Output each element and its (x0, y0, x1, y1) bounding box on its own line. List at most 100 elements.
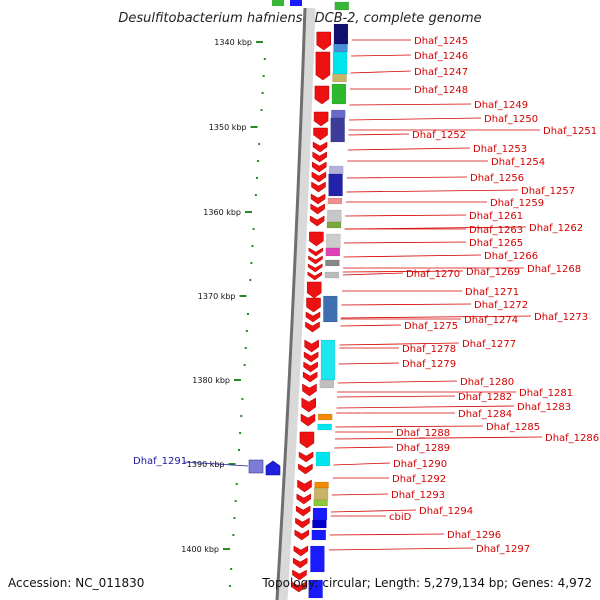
gene-box (334, 1, 350, 11)
gene-arrow (314, 85, 330, 105)
scale-dot (240, 415, 243, 417)
label-leader (349, 103, 472, 106)
gene-box (310, 545, 325, 573)
gene-box (332, 73, 347, 83)
gene-arrow (298, 451, 314, 463)
gene-label: Dhaf_1289 (396, 443, 450, 454)
gene-label: Dhaf_1275 (404, 321, 458, 332)
gene-arrow (305, 321, 320, 333)
label-leader (340, 324, 402, 327)
gene-label: Dhaf_1290 (393, 459, 447, 470)
scale-dot (232, 534, 235, 536)
gene-label: Dhaf_1286 (545, 433, 599, 444)
gene-box (290, 0, 302, 6)
gene-arrow (312, 141, 328, 153)
gene-box (333, 23, 349, 45)
gene-box (272, 0, 284, 6)
label-leader (351, 54, 412, 57)
gene-label: Dhaf_1248 (414, 85, 468, 96)
label-leader (328, 547, 474, 551)
label-leader (338, 362, 400, 365)
gene-box (312, 519, 327, 529)
gene-label: Dhaf_1249 (474, 100, 528, 111)
gene-label: Dhaf_1270 (406, 269, 460, 280)
label-leader (337, 380, 458, 384)
gene-label: Dhaf_1268 (527, 264, 581, 275)
gene-label: Dhaf_1293 (391, 490, 445, 501)
gene-arrow (296, 493, 312, 505)
gene-label: Dhaf_1269 (466, 267, 520, 278)
scale-label: 1350 kbp (209, 123, 247, 132)
gene-label: Dhaf_1272 (474, 300, 528, 311)
scale-label: 1340 kbp (214, 38, 252, 47)
scale-label: 1360 kbp (203, 208, 241, 217)
label-leader (335, 425, 484, 428)
gene-label: Dhaf_1252 (412, 130, 466, 141)
gene-label: Dhaf_1282 (458, 392, 512, 403)
gene-arrow (309, 215, 325, 227)
label-leader (347, 147, 471, 151)
genome-backbone (275, 7, 316, 600)
gene-label: Dhaf_1296 (447, 530, 501, 541)
label-leader (341, 303, 472, 306)
gene-arrow (313, 111, 329, 127)
gene-arrow (295, 505, 311, 517)
gene-arrow (298, 463, 313, 475)
gene-label: Dhaf_1280 (460, 377, 514, 388)
gene-label: Dhaf_1261 (469, 211, 523, 222)
gene-label: Dhaf_1257 (521, 186, 575, 197)
gene-label: Dhaf_1266 (484, 251, 538, 262)
gene-label: Dhaf_1288 (396, 428, 450, 439)
gene-arrow (291, 581, 307, 593)
gene-box (326, 221, 342, 229)
gene-box (325, 247, 341, 257)
gene-arrow (295, 517, 310, 529)
outer-gene-arrow (265, 460, 281, 476)
outer-gene-label: Dhaf_1291 (133, 456, 187, 467)
gene-arrow (302, 383, 317, 397)
scale-dot (257, 160, 260, 162)
scale-dot (250, 262, 253, 264)
gene-label: cbiD (389, 512, 412, 523)
gene-box (315, 451, 331, 467)
label-leader (329, 533, 445, 536)
gene-arrow (306, 281, 322, 299)
gene-label: Dhaf_1247 (414, 67, 468, 78)
gene-box (313, 499, 328, 507)
scale-dot (241, 398, 244, 400)
gene-label: Dhaf_1285 (486, 422, 540, 433)
scale-dot (251, 245, 254, 247)
gene-arrow (294, 529, 310, 541)
gene-box (328, 173, 343, 197)
outer-gene-box (248, 459, 264, 474)
gene-box (320, 339, 336, 381)
gene-label: Dhaf_1294 (419, 506, 473, 517)
label-leader (348, 133, 410, 136)
gene-box (311, 529, 327, 541)
gene-labels: Dhaf_1245 Dhaf_1246 Dhaf_1247 Dhaf_1248 Dhaf… (389, 36, 599, 555)
gene-label: Dhaf_1262 (529, 223, 583, 234)
gene-arrow (303, 361, 318, 373)
label-leader (343, 254, 482, 258)
label-leader (346, 189, 519, 193)
label-leader (345, 214, 467, 217)
gene-arrow (306, 297, 321, 313)
label-leader (336, 395, 456, 398)
scale-dot (245, 330, 248, 332)
label-leader (330, 509, 417, 513)
gene-features (272, 0, 350, 599)
gene-box (317, 413, 333, 421)
label-leader (333, 462, 391, 466)
scale-dot (255, 177, 258, 179)
scale-dot (258, 143, 261, 145)
gene-arrow (311, 171, 327, 183)
gene-label: Dhaf_1271 (465, 287, 519, 298)
gene-box (327, 197, 343, 205)
gene-arrow (310, 193, 326, 205)
gene-label: Dhaf_1263 (469, 225, 523, 236)
gene-arrow (292, 569, 307, 581)
gene-box (332, 51, 348, 75)
gene-box (308, 579, 323, 599)
gene-box (323, 295, 338, 323)
label-leaders (328, 39, 543, 551)
